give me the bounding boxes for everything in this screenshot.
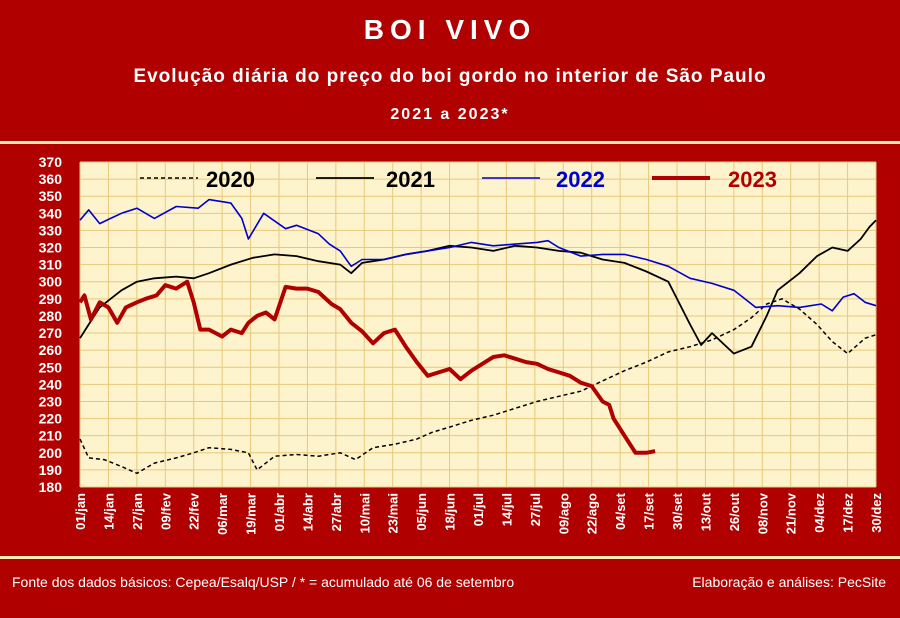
legend-label-2021: 2021 <box>386 167 435 192</box>
x-tick-label: 27/jan <box>130 493 145 530</box>
series-line-2022 <box>79 198 877 312</box>
x-tick-label: 27/abr <box>329 493 344 531</box>
x-tick-label: 10/mai <box>357 493 372 533</box>
y-tick-label: 340 <box>39 205 63 221</box>
line-chart: 1801902002102202302402502602702802903003… <box>39 154 884 535</box>
legend-label-2022: 2022 <box>556 167 605 192</box>
y-tick-label: 310 <box>39 257 63 273</box>
footer-credit: Elaboração e análises: PecSite <box>692 574 886 590</box>
x-tick-label: 21/nov <box>784 492 799 534</box>
x-tick-label: 17/set <box>642 492 657 530</box>
x-tick-label: 18/jun <box>443 493 458 531</box>
y-tick-label: 260 <box>39 342 63 358</box>
y-tick-label: 190 <box>39 462 63 478</box>
series-line-2020 <box>79 298 877 475</box>
x-tick-label: 26/out <box>727 492 742 531</box>
legend-label-2023: 2023 <box>728 167 777 192</box>
x-tick-label: 04/dez <box>812 493 827 533</box>
y-tick-label: 350 <box>39 188 63 204</box>
x-tick-label: 06/mar <box>215 493 230 535</box>
x-tick-label: 27/jul <box>528 493 543 526</box>
header-divider <box>0 141 900 144</box>
y-tick-label: 270 <box>39 325 63 341</box>
y-tick-label: 210 <box>39 428 63 444</box>
x-tick-label: 19/mar <box>244 493 259 535</box>
chart-period: 2021 a 2023* <box>390 106 510 123</box>
y-tick-label: 240 <box>39 376 63 392</box>
chart-title: BOI VIVO <box>363 14 537 45</box>
x-tick-label: 05/jun <box>414 493 429 531</box>
x-tick-label: 04/set <box>613 492 628 530</box>
x-tick-label: 08/nov <box>755 492 770 534</box>
chart-subtitle: Evolução diária do preço do boi gordo no… <box>133 66 767 87</box>
y-tick-label: 230 <box>39 393 63 409</box>
x-tick-label: 22/ago <box>585 493 600 534</box>
footer-divider <box>0 556 900 559</box>
x-tick-label: 30/set <box>670 492 685 530</box>
y-tick-label: 280 <box>39 308 63 324</box>
y-tick-label: 320 <box>39 240 63 256</box>
x-tick-label: 09/fev <box>158 492 173 530</box>
x-tick-label: 30/dez <box>869 493 884 533</box>
x-tick-label: 13/out <box>698 492 713 531</box>
y-tick-label: 300 <box>39 274 63 290</box>
series-line-2021 <box>79 219 877 355</box>
y-tick-label: 180 <box>39 479 63 495</box>
x-tick-label: 22/fev <box>187 492 202 530</box>
y-tick-label: 220 <box>39 411 63 427</box>
y-tick-label: 330 <box>39 222 63 238</box>
x-tick-label: 14/abr <box>300 493 315 531</box>
y-tick-label: 360 <box>39 171 63 187</box>
series-line-2023 <box>78 279 656 455</box>
header: BOI VIVO Evolução diária do preço do boi… <box>2 2 898 140</box>
y-tick-label: 200 <box>39 445 63 461</box>
y-tick-label: 290 <box>39 291 63 307</box>
x-tick-label: 14/jul <box>499 493 514 526</box>
x-tick-label: 14/jan <box>101 493 116 530</box>
x-tick-label: 09/ago <box>556 493 571 534</box>
y-tick-label: 370 <box>39 154 63 170</box>
x-tick-label: 01/abr <box>272 493 287 531</box>
x-tick-label: 01/jul <box>471 493 486 526</box>
footer-source: Fonte dos dados básicos: Cepea/Esalq/USP… <box>12 574 515 590</box>
x-tick-label: 01/jan <box>73 493 88 530</box>
legend-label-2020: 2020 <box>206 167 255 192</box>
y-tick-label: 250 <box>39 359 63 375</box>
x-tick-label: 23/mai <box>386 493 401 533</box>
x-tick-label: 17/dez <box>841 493 856 533</box>
